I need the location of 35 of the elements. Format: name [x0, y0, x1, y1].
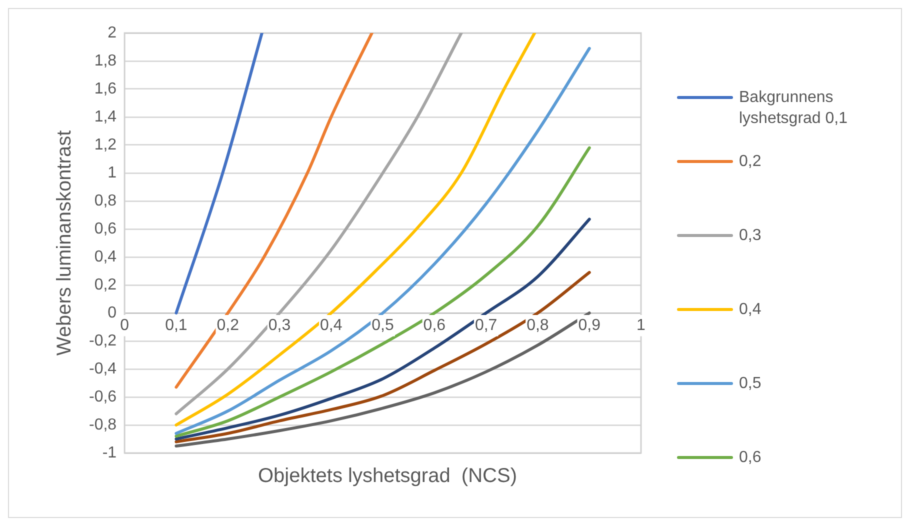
y-tick-label: 0,6 [94, 220, 117, 238]
x-tick-label: 0,6 [423, 317, 446, 334]
legend-label: 0,6 [739, 448, 762, 468]
legend-label: 0,5 [739, 374, 762, 394]
y-tick-label: -0,8 [88, 416, 117, 434]
x-tick-label: 0,9 [578, 317, 601, 334]
y-tick-label: 0,4 [94, 248, 117, 266]
y-tick-label: -1 [102, 444, 117, 462]
x-tick-label: 0,3 [268, 317, 291, 334]
legend-label: Bakgrunnens lyshetsgrad 0,1 [739, 88, 849, 129]
x-tick-label: 0,8 [526, 317, 549, 334]
y-tick-label: 2 [108, 24, 117, 42]
legend-label: 0,3 [739, 226, 762, 246]
x-tick-label: 0,2 [216, 317, 240, 334]
y-tick-label: 1 [108, 164, 117, 182]
y-axis-title: Webers luminanskontrast [54, 130, 76, 356]
y-tick-label: 1,6 [94, 80, 117, 98]
x-tick-label: 0,7 [474, 317, 498, 334]
y-tick-label: 1,4 [94, 108, 117, 126]
legend-label: 0,2 [739, 152, 762, 172]
y-tick-label: 1,8 [94, 52, 117, 70]
x-tick-label: 0,4 [320, 317, 342, 334]
x-tick-label: 1 [636, 317, 646, 334]
x-axis-title: Objektets lyshetsgrad (NCS) [257, 465, 518, 488]
y-tick-label: -0,2 [88, 332, 117, 350]
y-tick-label: 1,2 [94, 136, 117, 154]
y-tick-label: -0,6 [88, 388, 117, 406]
y-tick-label: 0,2 [94, 276, 117, 294]
x-tick-label: 0,5 [372, 317, 394, 334]
y-tick-label: -0,4 [88, 360, 117, 378]
x-tick-label: 0,1 [165, 317, 188, 334]
y-tick-label: 0,8 [94, 192, 117, 210]
x-tick-label: 0 [120, 317, 130, 334]
legend-label: 0,4 [739, 300, 762, 320]
y-tick-label: 0 [108, 304, 117, 322]
